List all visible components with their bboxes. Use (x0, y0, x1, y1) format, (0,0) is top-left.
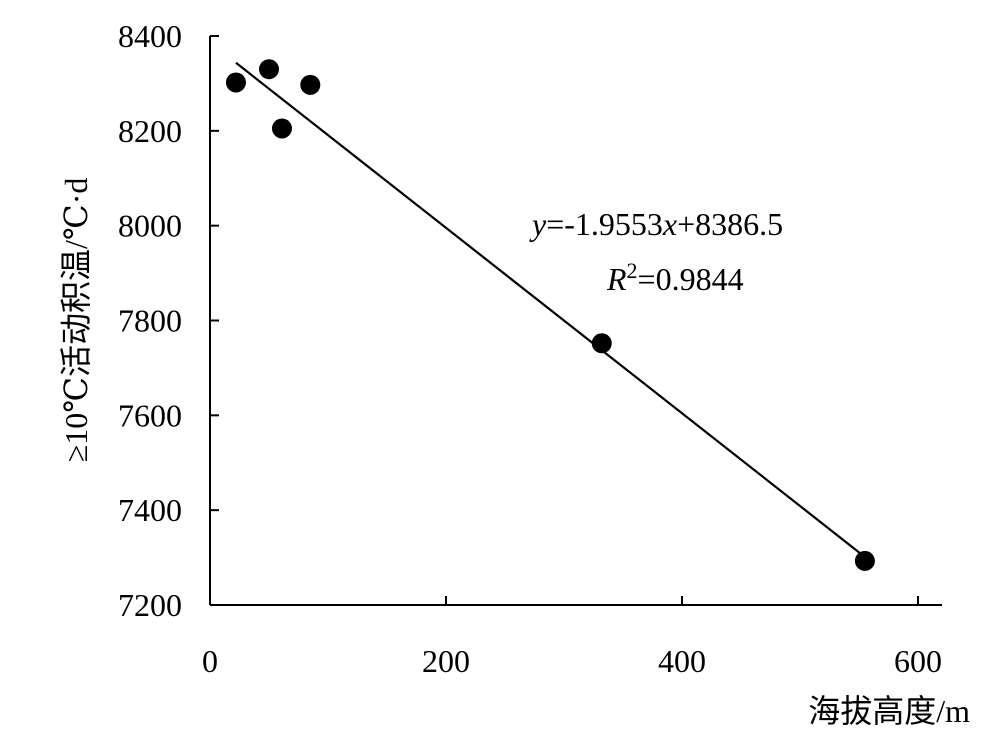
data-point (854, 550, 875, 571)
r-squared-sup: 2 (627, 258, 638, 283)
data-point (591, 333, 612, 354)
regression-equation: y=-1.9553x+8386.5 (529, 206, 783, 242)
data-point (259, 59, 279, 80)
x-axis-ticks (209, 596, 919, 605)
y-tick-label: 7600 (118, 397, 182, 433)
y-tick-label: 8200 (118, 113, 182, 149)
r-squared-var: R (606, 261, 627, 297)
data-point (300, 74, 321, 95)
y-tick-label: 8000 (118, 208, 182, 244)
x-axis-title: 海拔高度/m (808, 693, 970, 729)
data-points (225, 59, 875, 571)
y-tick-label: 8400 (118, 18, 182, 54)
equation-y-var: y (529, 206, 547, 242)
equation-part2: +8386.5 (677, 206, 783, 242)
x-tick-label: 0 (202, 643, 218, 679)
data-point (271, 118, 292, 139)
y-axis-ticks (210, 35, 219, 606)
x-tick-label: 600 (894, 643, 942, 679)
r-squared: R2=0.9844 (606, 258, 744, 297)
trendline (235, 61, 866, 558)
r-squared-value: =0.9844 (638, 261, 744, 297)
y-axis-tick-labels: 7200 7400 7600 7800 8000 8200 8400 (118, 18, 182, 623)
y-axis-title: ≥10℃活动积温/℃·d (58, 178, 94, 463)
x-tick-label: 200 (422, 643, 470, 679)
y-tick-label: 7200 (118, 587, 182, 623)
x-axis-tick-labels: 0 200 400 600 (202, 643, 942, 679)
equation-x-var: x (662, 206, 677, 242)
y-tick-label: 7800 (118, 303, 182, 339)
y-tick-label: 7400 (118, 492, 182, 528)
data-point (225, 72, 246, 93)
x-tick-label: 400 (658, 643, 706, 679)
equation-part1: =-1.9553 (546, 206, 663, 242)
